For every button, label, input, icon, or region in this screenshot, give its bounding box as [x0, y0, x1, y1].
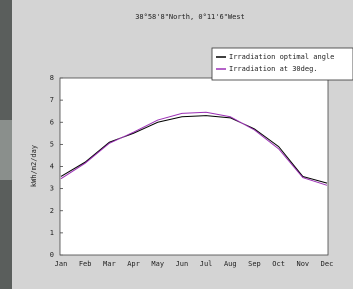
legend-label: Irradiation optimal angle — [229, 53, 334, 61]
x-tick-label: Mar — [103, 260, 116, 268]
x-tick-label: Jan — [55, 260, 68, 268]
x-tick-label: Nov — [296, 260, 309, 268]
x-tick-label: Jul — [200, 260, 213, 268]
legend-label: Irradiation at 30deg. — [229, 65, 318, 73]
y-tick-label: 2 — [50, 207, 54, 215]
y-tick-label: 7 — [50, 96, 54, 104]
photo-strip-detail — [0, 120, 12, 180]
x-tick-label: Apr — [127, 260, 140, 268]
y-tick-label: 4 — [50, 163, 54, 171]
page: {"chart_data": {"type": "line", "title":… — [0, 0, 353, 289]
y-tick-label: 0 — [50, 251, 54, 259]
y-tick-label: 3 — [50, 185, 54, 193]
y-tick-label: 1 — [50, 229, 54, 237]
y-tick-label: 5 — [50, 140, 54, 148]
y-tick-label: 6 — [50, 118, 54, 126]
y-axis-label: kWh/m2/day — [30, 145, 38, 187]
x-tick-label: Oct — [272, 260, 285, 268]
x-tick-label: May — [151, 260, 164, 268]
x-tick-label: Aug — [224, 260, 237, 268]
y-tick-label: 8 — [50, 74, 54, 82]
x-tick-label: Dec — [321, 260, 334, 268]
plot-area — [60, 78, 328, 255]
chart: 38°58'8"North, 0°11'6"West kWh/m2/day 0 1… — [0, 0, 353, 289]
x-tick-label: Jun — [176, 260, 189, 268]
x-tick-label: Sep — [248, 260, 261, 268]
x-tick-label: Feb — [79, 260, 92, 268]
chart-title: 38°58'8"North, 0°11'6"West — [135, 13, 245, 21]
